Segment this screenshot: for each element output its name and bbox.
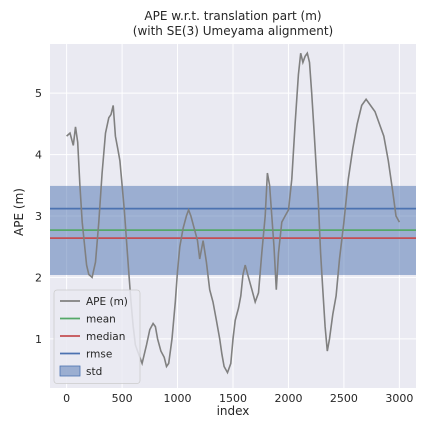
y-tick-label: 1: [35, 333, 42, 346]
y-tick-label: 4: [35, 149, 42, 162]
y-tick-label: 3: [35, 210, 42, 223]
y-tick-label: 5: [35, 87, 42, 100]
ape-series-line: [66, 51, 401, 375]
legend-label: std: [86, 366, 102, 378]
y-tick-label: 2: [35, 271, 42, 284]
x-axis-label: index: [217, 404, 250, 418]
legend-label: APE (m): [86, 296, 128, 308]
y-tick-labels: 1 2 3 4 5: [35, 87, 42, 346]
legend: APE (m) mean median rmse std: [53, 289, 141, 384]
x-tick-label: 500: [112, 392, 133, 405]
x-tick-label: 3000: [385, 392, 413, 405]
legend-label: mean: [86, 314, 116, 326]
legend-label: rmse: [86, 349, 112, 361]
x-tick-label: 1000: [164, 392, 192, 405]
x-tick-label: 2500: [330, 392, 358, 405]
x-tick-labels: 0 500 1000 1500 2000 2500 3000: [63, 392, 413, 405]
legend-swatch: [59, 365, 81, 377]
x-tick-label: 2000: [274, 392, 302, 405]
chart-subtitle: (with SE(3) Umeyama alignment): [133, 24, 333, 38]
statistic-lines: [50, 207, 416, 240]
chart-title: APE w.r.t. translation part (m): [144, 9, 321, 23]
legend-label: median: [86, 331, 125, 343]
x-tick-label: 0: [63, 392, 70, 405]
y-axis-label: APE (m): [12, 188, 26, 236]
legend-box: [53, 289, 141, 384]
x-tick-label: 1500: [219, 392, 247, 405]
